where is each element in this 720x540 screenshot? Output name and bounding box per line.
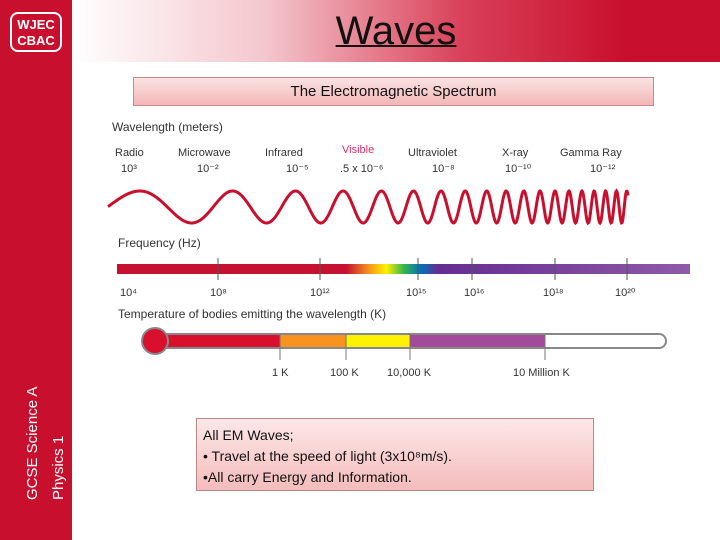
freq-tick-5: 10¹⁶: [464, 287, 484, 299]
band-gamma-value: 10⁻¹²: [590, 163, 616, 175]
band-infrared-value: 10⁻⁵: [286, 163, 309, 175]
temp-tick-3: 10,000 K: [387, 367, 432, 379]
wavelength-wave: [107, 188, 630, 226]
info-line-2: • Travel at the speed of light (3x10⁸m/s…: [203, 448, 452, 464]
freq-tick-6: 10¹⁸: [543, 287, 564, 299]
band-visible-value: .5 x 10⁻⁶: [340, 163, 383, 175]
freq-tick-4: 10¹⁵: [406, 287, 426, 299]
temperature-tick-marks: [279, 334, 546, 360]
band-infrared-name: Infrared: [265, 147, 303, 159]
header-bar: Waves: [72, 0, 720, 62]
freq-tick-3: 10¹²: [310, 287, 330, 299]
band-microwave-value: 10⁻²: [197, 163, 219, 175]
thermometer: [141, 327, 667, 355]
band-xray-name: X-ray: [502, 147, 529, 159]
temp-tick-4: 10 Million K: [513, 367, 571, 379]
band-xray-value: 10⁻¹⁰: [505, 163, 532, 175]
band-radio-value: 10³: [121, 163, 137, 175]
band-labels: Radio 10³ Microwave 10⁻² Infrared 10⁻⁵ V…: [115, 144, 622, 175]
freq-tick-1: 10⁴: [120, 287, 137, 299]
band-ultraviolet-name: Ultraviolet: [408, 147, 457, 159]
band-gamma-name: Gamma Ray: [560, 147, 622, 159]
freq-tick-2: 10⁸: [210, 287, 227, 299]
info-box: All EM Waves; • Travel at the speed of l…: [196, 418, 594, 491]
band-radio-name: Radio: [115, 147, 144, 159]
frequency-bar: [117, 264, 690, 274]
temperature-tick-labels: 1 K 100 K 10,000 K 10 Million K: [272, 367, 571, 379]
temp-tick-1: 1 K: [272, 367, 289, 379]
band-visible-name: Visible: [342, 144, 374, 156]
info-line-1: All EM Waves;: [203, 427, 294, 443]
wjec-logo: WJEC CBAC: [10, 12, 62, 52]
frequency-tick-labels: 10⁴ 10⁸ 10¹² 10¹⁵ 10¹⁶ 10¹⁸ 10²⁰: [120, 287, 636, 299]
temperature-heading: Temperature of bodies emitting the wavel…: [118, 307, 386, 321]
freq-tick-7: 10²⁰: [615, 287, 636, 299]
sidebar: WJEC CBAC GCSE Science A Physics 1: [0, 0, 72, 540]
logo-line-1: WJEC: [17, 17, 55, 32]
logo-line-2: CBAC: [17, 33, 55, 48]
diagram-caption: The Electromagnetic Spectrum: [133, 77, 654, 106]
frequency-tick-marks: [217, 258, 628, 280]
info-line-3: •All carry Energy and Information.: [203, 469, 412, 485]
band-ultraviolet-value: 10⁻⁸: [432, 163, 455, 175]
wavelength-heading: Wavelength (meters): [112, 120, 223, 134]
band-microwave-name: Microwave: [178, 147, 231, 159]
temp-tick-2: 100 K: [330, 367, 359, 379]
frequency-heading: Frequency (Hz): [118, 236, 201, 250]
page-title: Waves: [335, 9, 457, 53]
